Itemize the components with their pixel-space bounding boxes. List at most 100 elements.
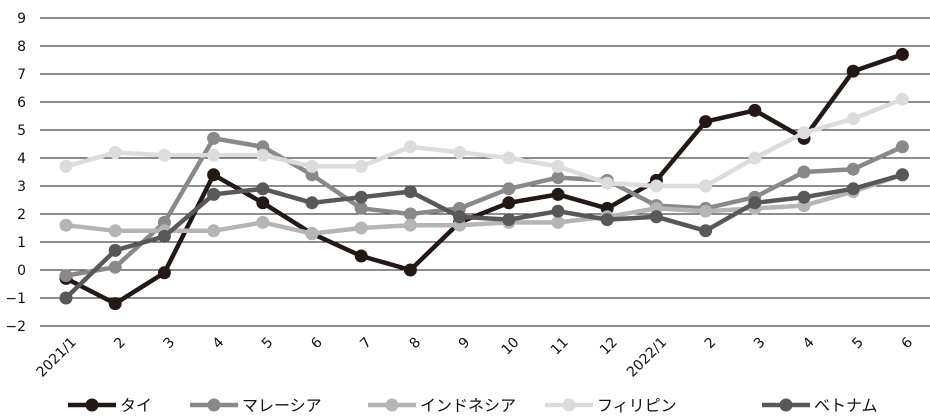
series-line	[63, 136, 905, 278]
y-tick-label: 6	[17, 95, 26, 111]
legend-swatch-marker	[85, 398, 99, 412]
data-point	[108, 145, 122, 159]
data-point	[895, 168, 909, 182]
x-tick-label: 4	[800, 334, 818, 352]
data-point	[649, 179, 663, 193]
x-tick-label: 8	[407, 334, 425, 352]
data-point	[256, 196, 270, 210]
data-point	[207, 168, 221, 182]
data-point	[600, 213, 614, 227]
legend-label: タイ	[120, 396, 152, 415]
x-tick-label: 3	[751, 334, 769, 352]
series-3	[59, 168, 909, 241]
x-tick-label: 2021/1	[34, 334, 80, 380]
data-point	[551, 204, 565, 218]
data-point	[453, 145, 467, 159]
data-point	[256, 215, 270, 229]
data-point	[59, 291, 73, 305]
data-point	[207, 131, 221, 145]
series-line	[63, 172, 905, 301]
data-point	[846, 182, 860, 196]
legend-swatch-marker	[779, 398, 793, 412]
x-tick-label: 2	[702, 334, 720, 352]
data-point	[502, 151, 516, 165]
data-point	[108, 297, 122, 311]
data-point	[846, 64, 860, 78]
data-point	[797, 190, 811, 204]
data-point	[157, 148, 171, 162]
legend-swatch-marker	[207, 398, 221, 412]
data-point	[403, 207, 417, 221]
x-tick-label: 7	[357, 334, 375, 352]
legend-swatch-marker	[562, 398, 576, 412]
data-point	[207, 187, 221, 201]
data-point	[797, 165, 811, 179]
data-point	[354, 159, 368, 173]
data-point	[305, 227, 319, 241]
data-point	[748, 151, 762, 165]
data-point	[108, 224, 122, 238]
y-tick-label: 2	[17, 207, 26, 223]
data-point	[59, 269, 73, 283]
x-tick-label: 3	[161, 334, 179, 352]
data-point	[699, 224, 713, 238]
y-tick-label: 5	[17, 123, 26, 139]
data-point	[895, 92, 909, 106]
x-tick-label: 9	[456, 334, 474, 352]
grid-layer	[40, 17, 930, 327]
data-point	[502, 213, 516, 227]
data-point	[59, 159, 73, 173]
x-tick-label: 2	[111, 334, 129, 352]
series-4	[59, 92, 909, 193]
data-point	[403, 218, 417, 232]
series-line	[63, 96, 905, 189]
data-point	[600, 176, 614, 190]
data-point	[502, 182, 516, 196]
data-point	[59, 218, 73, 232]
y-tick-label: −2	[5, 319, 26, 335]
y-tick-label: 0	[17, 263, 26, 279]
y-tick-label: 7	[17, 67, 26, 83]
legend-label: ベトナム	[814, 396, 878, 415]
series-1	[59, 47, 909, 311]
x-tick-label: 2022/1	[624, 334, 670, 380]
data-point	[403, 185, 417, 199]
legend-item: マレーシア	[190, 396, 322, 415]
data-point	[748, 103, 762, 117]
data-point	[699, 179, 713, 193]
data-point	[699, 115, 713, 129]
data-point	[502, 196, 516, 210]
data-point	[551, 215, 565, 229]
legend-label: フィリピン	[597, 396, 677, 415]
legend-item: フィリピン	[545, 396, 677, 415]
legend-item: タイ	[68, 396, 152, 415]
y-tick-label: 8	[17, 39, 26, 55]
legend-item: インドネシア	[368, 396, 516, 415]
legend-label: インドネシア	[420, 396, 516, 415]
y-tick-label: 3	[17, 179, 26, 195]
data-point	[699, 204, 713, 218]
data-point	[256, 148, 270, 162]
data-point	[551, 171, 565, 185]
legend-item: ベトナム	[762, 396, 878, 415]
data-point	[108, 243, 122, 257]
x-tick-label: 5	[259, 334, 277, 352]
data-point	[551, 159, 565, 173]
data-point	[354, 221, 368, 235]
y-tick-label: 4	[17, 151, 26, 167]
data-point	[551, 187, 565, 201]
series-line	[63, 52, 905, 306]
data-point	[354, 249, 368, 263]
x-tick-label: 4	[210, 334, 228, 352]
x-axis-ticks: 2021/1 2 3 4 5 6 7 8 9 10 11 12 2022/1 2 3 4 5 6	[34, 334, 917, 380]
x-tick-label: 11	[548, 334, 572, 358]
series-5	[59, 168, 909, 305]
x-tick-label: 12	[597, 334, 621, 358]
data-point	[256, 182, 270, 196]
data-point	[797, 126, 811, 140]
data-point	[748, 196, 762, 210]
x-tick-label: 6	[899, 334, 917, 352]
data-point	[403, 140, 417, 154]
